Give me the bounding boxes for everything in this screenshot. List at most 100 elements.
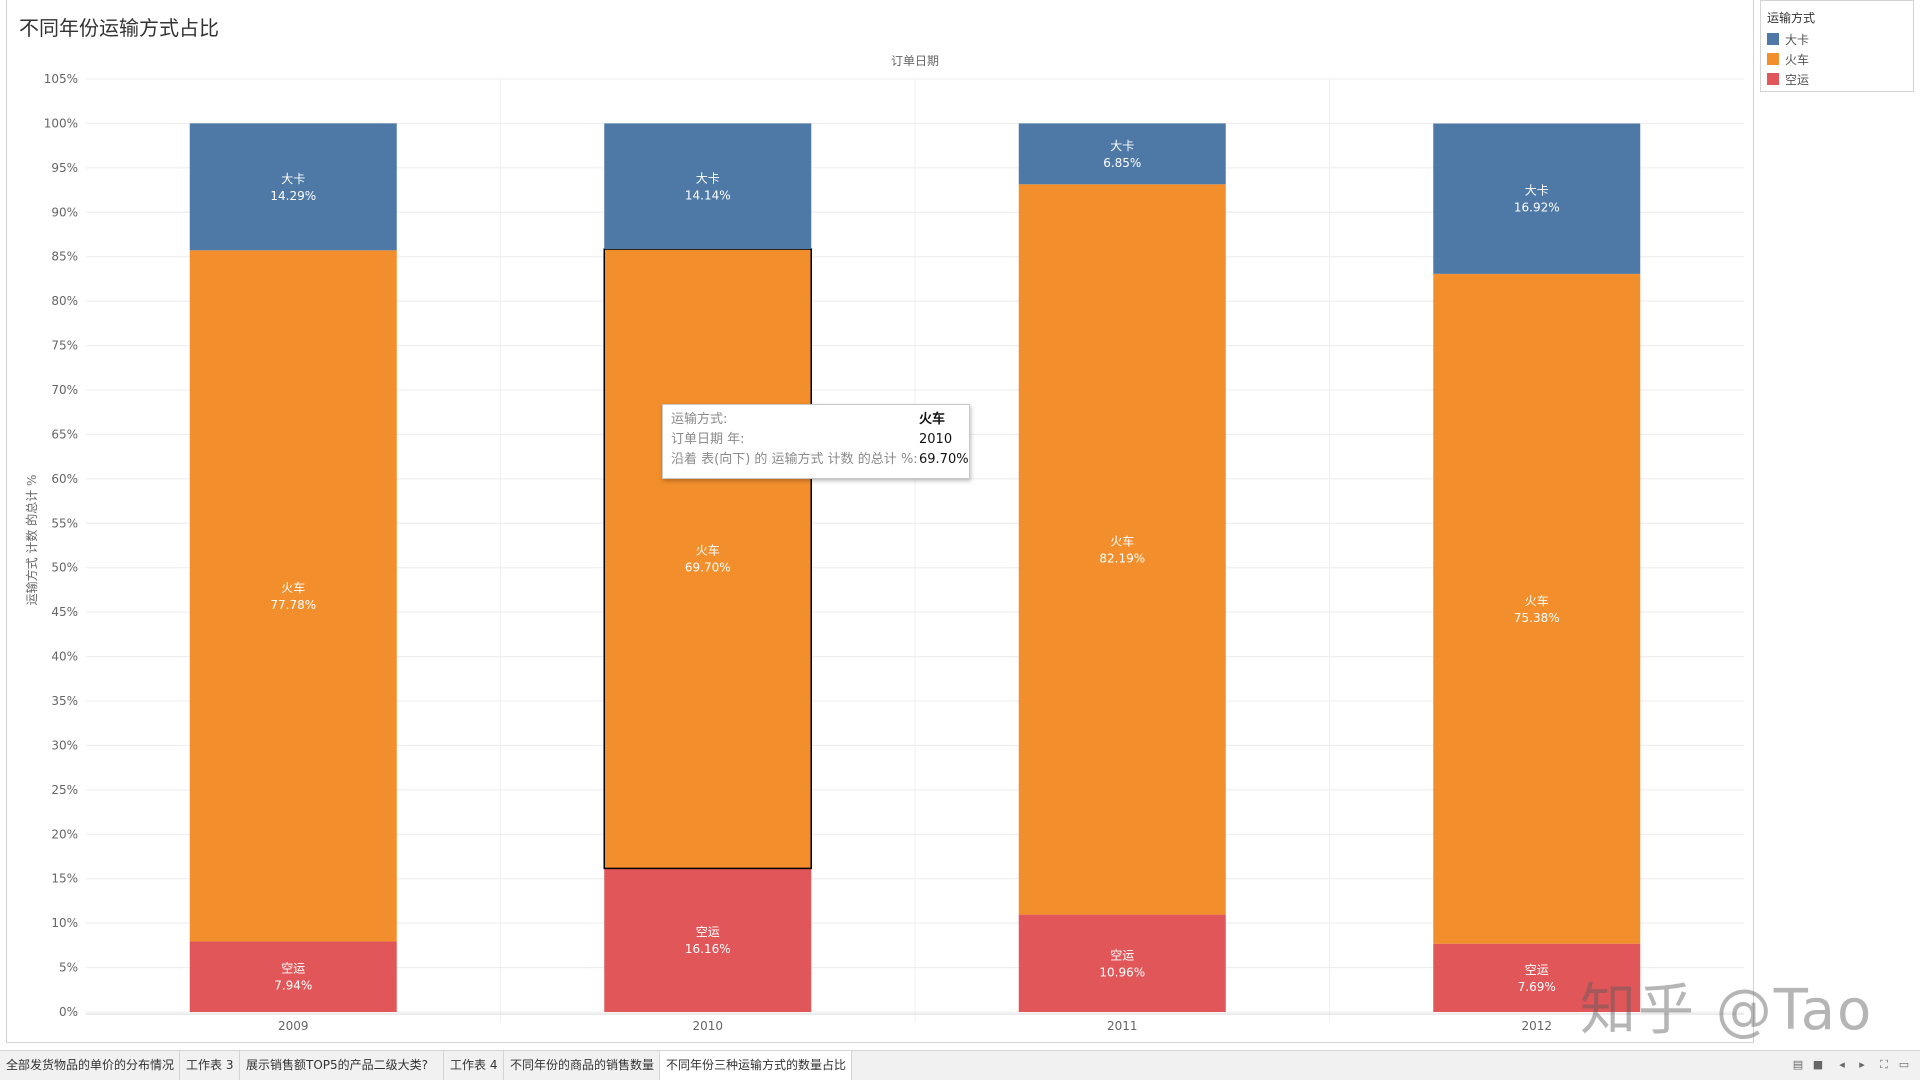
x-tick-label: 2012 <box>1521 1019 1552 1033</box>
legend-label: 火车 <box>1785 52 1810 67</box>
bar-value-label: 82.19% <box>1099 551 1145 565</box>
legend-item-air[interactable]: 空运 <box>1767 71 1809 87</box>
bar-segment-2009-0[interactable] <box>189 941 397 1012</box>
bar-segment-2011-1[interactable] <box>1018 184 1226 915</box>
bar-segment-2012-2[interactable] <box>1433 123 1641 274</box>
y-tick-label: 10% <box>51 916 78 930</box>
bar-value-label: 75.38% <box>1514 611 1560 625</box>
tab-shipping-share-by-year[interactable]: 不同年份三种运输方式的数量占比 <box>660 1051 852 1080</box>
fullscreen-icon[interactable]: ⛶ <box>1880 1058 1888 1071</box>
bar-series-label: 火车 <box>281 580 305 595</box>
bar-segment-2010-2[interactable] <box>604 123 812 250</box>
bar-value-label: 10.96% <box>1099 965 1145 979</box>
tooltip-row-percent: 沿着 表(向下) 的 运输方式 计数 的总计 %: 69.70% <box>671 451 969 469</box>
tooltip: 运输方式: 火车 订单日期 年: 2010 沿着 表(向下) 的 运输方式 计数… <box>662 404 970 479</box>
bar-series-label: 大卡 <box>1525 184 1549 198</box>
tooltip-value: 2010 <box>919 432 953 447</box>
filmstrip-icon[interactable]: ■ <box>1812 1058 1824 1071</box>
bar-value-label: 7.69% <box>1518 980 1556 994</box>
presentation-icon[interactable]: ▭ <box>1898 1058 1910 1071</box>
bar-value-label: 6.85% <box>1103 156 1141 170</box>
prev-sheet-icon[interactable]: ◂ <box>1839 1058 1845 1071</box>
tooltip-value: 火车 <box>919 412 946 427</box>
tooltip-row-shipping: 运输方式: 火车 <box>671 411 945 429</box>
y-tick-label: 5% <box>59 961 78 975</box>
y-tick-label: 45% <box>51 605 78 619</box>
tab-worksheet-3[interactable]: 工作表 3 <box>180 1051 240 1080</box>
y-axis-title: 运输方式 计数 的总计 % <box>24 475 39 606</box>
legend-title: 运输方式 <box>1767 11 1816 25</box>
bar-segment-2012-0[interactable] <box>1433 943 1641 1012</box>
tooltip-label: 沿着 表(向下) 的 运输方式 计数 的总计 %: <box>671 452 918 467</box>
x-tick-label: 2009 <box>278 1019 309 1033</box>
tooltip-label: 订单日期 年: <box>671 432 745 447</box>
y-tick-label: 80% <box>51 294 78 308</box>
bar-segment-2009-2[interactable] <box>189 123 397 251</box>
tooltip-row-year: 订单日期 年: 2010 <box>671 431 952 449</box>
bar-series-label: 空运 <box>1110 948 1134 962</box>
column-header: 订单日期 <box>891 54 939 68</box>
y-tick-label: 25% <box>51 783 78 797</box>
bar-segment-2009-1[interactable] <box>189 250 397 942</box>
tab-worksheet-4[interactable]: 工作表 4 <box>444 1051 504 1080</box>
tab-unit-price-distribution[interactable]: 全部发货物品的单价的分布情况 <box>0 1051 180 1080</box>
bar-value-label: 7.94% <box>274 979 312 993</box>
legend-swatch-air <box>1767 73 1779 85</box>
bar-series-label: 大卡 <box>281 172 305 186</box>
y-tick-label: 85% <box>51 250 78 264</box>
bar-series-label: 空运 <box>696 925 720 939</box>
bar-series-label: 空运 <box>1525 963 1549 977</box>
y-tick-label: 40% <box>51 650 78 664</box>
bar-value-label: 69.70% <box>685 561 731 575</box>
bar-series-label: 火车 <box>1110 533 1134 548</box>
y-tick-label: 50% <box>51 561 78 575</box>
legend-label: 空运 <box>1785 72 1810 87</box>
bar-segment-2011-2[interactable] <box>1018 123 1226 185</box>
watermark: 知乎 @Tao <box>1580 978 1874 1043</box>
y-tick-label: 105% <box>44 72 78 86</box>
tooltip-label: 运输方式: <box>671 412 728 427</box>
tab-list-icon[interactable]: ▤ <box>1792 1058 1804 1071</box>
legend-swatch-train <box>1767 53 1779 65</box>
y-tick-label: 70% <box>51 383 78 397</box>
y-tick-label: 100% <box>44 116 78 130</box>
y-tick-label: 35% <box>51 694 78 708</box>
y-tick-label: 0% <box>59 1005 78 1019</box>
sheet-tab-bar: 全部发货物品的单价的分布情况 工作表 3 展示销售额TOP5的产品二级大类? 工… <box>0 1050 1920 1080</box>
bar-series-label: 大卡 <box>696 171 720 185</box>
y-tick-label: 75% <box>51 339 78 353</box>
y-tick-label: 55% <box>51 516 78 530</box>
y-tick-label: 95% <box>51 161 78 175</box>
tab-top5-subcategory[interactable]: 展示销售额TOP5的产品二级大类? <box>240 1051 444 1080</box>
next-sheet-icon[interactable]: ▸ <box>1859 1058 1865 1071</box>
y-tick-label: 20% <box>51 827 78 841</box>
y-tick-label: 60% <box>51 472 78 486</box>
bar-series-label: 火车 <box>696 543 720 558</box>
bar-segment-2012-1[interactable] <box>1433 273 1641 944</box>
legend[interactable]: 运输方式 大卡 火车 空运 <box>1760 0 1914 92</box>
legend-item-train[interactable]: 火车 <box>1767 51 1809 67</box>
y-tick-label: 30% <box>51 738 78 752</box>
bar-value-label: 16.92% <box>1514 201 1560 215</box>
bar-segment-2010-1[interactable] <box>603 248 812 870</box>
legend-item-truck[interactable]: 大卡 <box>1767 31 1809 47</box>
bar-value-label: 16.16% <box>685 942 731 956</box>
y-tick-label: 90% <box>51 205 78 219</box>
legend-label: 大卡 <box>1785 32 1810 47</box>
bar-value-label: 77.78% <box>270 598 316 612</box>
y-tick-label: 65% <box>51 427 78 441</box>
bar-series-label: 空运 <box>281 962 305 976</box>
bar-segment-2010-0[interactable] <box>604 868 812 1012</box>
bar-value-label: 14.29% <box>270 189 316 203</box>
bar-series-label: 火车 <box>1525 593 1549 608</box>
y-tick-label: 15% <box>51 872 78 886</box>
legend-swatch-truck <box>1767 33 1779 45</box>
x-tick-label: 2011 <box>1107 1019 1138 1033</box>
bar-segment-2011-0[interactable] <box>1018 914 1226 1012</box>
tooltip-value: 69.70% <box>919 452 969 467</box>
tab-sales-quantity-by-year[interactable]: 不同年份的商品的销售数量 <box>504 1051 660 1080</box>
x-tick-label: 2010 <box>692 1019 723 1033</box>
bar-series-label: 大卡 <box>1110 139 1134 153</box>
bar-value-label: 14.14% <box>685 188 731 202</box>
